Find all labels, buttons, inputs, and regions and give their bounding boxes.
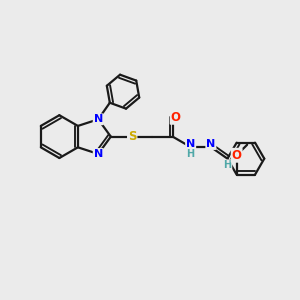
Text: N: N [94,149,103,159]
Text: O: O [232,149,242,162]
Text: O: O [171,111,181,124]
Text: N: N [206,139,215,149]
Text: S: S [128,130,136,143]
Text: N: N [94,114,103,124]
Text: H: H [224,160,232,170]
Text: N: N [186,139,195,149]
Text: H: H [187,148,195,159]
